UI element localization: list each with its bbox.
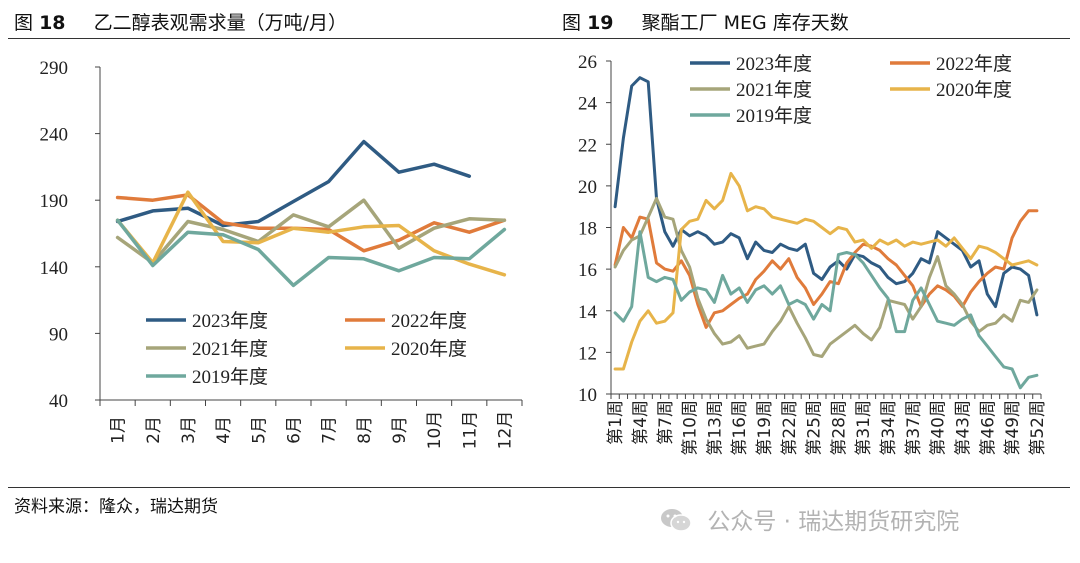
left-title-text: 乙二醇表观需求量（万吨/月）: [93, 12, 347, 34]
right-title-text: 聚酯工厂 MEG 库存天数: [641, 12, 849, 34]
right-x-tick-label: 第49周: [1003, 400, 1023, 456]
right-fig-label: 图: [562, 12, 582, 34]
left-series-2023: [115, 139, 472, 228]
right-x-tick-label: 第31周: [854, 400, 874, 456]
right-chart-title: 图 19 聚酯工厂 MEG 库存天数: [562, 8, 849, 35]
left-x-tick-label: 4月: [214, 416, 234, 444]
left-legend-label-2019: 2019年度: [192, 366, 268, 388]
right-y-tick-label: 26: [578, 52, 597, 73]
right-x-tick-label: 第40周: [929, 400, 949, 456]
left-legend-label-2021: 2021年度: [192, 338, 268, 360]
source-note: 资料来源：隆众，瑞达期货: [14, 497, 218, 517]
left-x-tick-label: 7月: [320, 416, 340, 444]
left-x-tick-label: 5月: [249, 416, 269, 444]
right-legend-label-2022: 2022年度: [936, 53, 1012, 75]
right-x-tick-label: 第1周: [606, 400, 626, 445]
left-line-chart: 40 90 140 190 240 290 1月 2月 3月 4月 5月 6月 7月 8月 9月 10月 11月…: [40, 58, 523, 449]
left-x-tick-label: 11月: [460, 411, 480, 450]
right-x-tick-label: 第7周: [656, 400, 676, 445]
right-legend-label-2021: 2021年度: [736, 79, 812, 101]
left-legend-label-2020: 2020年度: [391, 338, 467, 360]
right-y-tick-label: 20: [578, 177, 597, 198]
left-x-tick-label: 8月: [355, 416, 375, 444]
right-y-tick-label: 10: [578, 385, 597, 406]
left-y-tick-label: 290: [40, 58, 69, 79]
right-y-tick-label: 22: [578, 135, 597, 156]
left-x-tick-label: 3月: [179, 416, 199, 444]
left-x-tick-label: 2月: [144, 416, 164, 444]
right-y-tick-label: 12: [578, 343, 597, 364]
left-x-tick-label: 10月: [425, 411, 445, 450]
watermark-text: 公众号 · 瑞达期货研究院: [707, 509, 960, 535]
left-chart-title: 图 18 乙二醇表观需求量（万吨/月）: [14, 8, 347, 35]
right-series-2022: [613, 209, 1039, 329]
left-y-tick-label: 40: [49, 391, 68, 412]
right-x-tick-label: 第16周: [730, 400, 750, 456]
right-legend-label-2020: 2020年度: [936, 79, 1012, 101]
right-x-tick-label: 第52周: [1028, 400, 1048, 456]
right-legend-label-2023: 2023年度: [736, 53, 812, 75]
right-x-tick-label: 第46周: [978, 400, 998, 456]
left-y-tick-label: 140: [40, 258, 69, 279]
right-x-tick-label: 第19周: [755, 400, 775, 456]
footer-rule: [8, 487, 1070, 488]
right-series-2023: [613, 76, 1039, 317]
left-x-tick-label: 12月: [495, 411, 515, 450]
left-legend-label-2022: 2022年度: [391, 310, 467, 332]
watermark: 公众号 · 瑞达期货研究院: [660, 502, 959, 539]
left-y-tick-label: 90: [49, 324, 68, 345]
right-y-tick-label: 24: [578, 94, 598, 115]
left-x-tick-label: 9月: [390, 416, 410, 444]
left-x-tick-label: 6月: [284, 416, 304, 444]
right-y-tick-label: 14: [578, 302, 598, 323]
right-x-tick-label: 第43周: [953, 400, 973, 456]
right-x-tick-label: 第4周: [631, 400, 651, 445]
wechat-icon: [660, 507, 692, 539]
header-rule: [8, 38, 1070, 39]
right-y-tick-label: 18: [578, 219, 597, 240]
left-fig-number: 18: [39, 12, 66, 34]
left-series-2019: [115, 218, 507, 288]
left-fig-label: 图: [14, 12, 34, 34]
right-series-2020: [613, 171, 1039, 371]
right-x-tick-label: 第34周: [879, 400, 899, 456]
right-legend-label-2019: 2019年度: [736, 105, 812, 127]
right-x-tick-label: 第25周: [805, 400, 825, 456]
right-series-2021: [613, 196, 1039, 358]
left-series-2020: [115, 190, 507, 277]
right-series-2019: [613, 230, 1039, 390]
right-y-tick-label: 16: [578, 260, 597, 281]
left-series-2021: [115, 198, 507, 265]
right-line-chart: 101214161820222426第1周 第4周 第7周 第10周 第13周 第16周第…: [578, 52, 1048, 456]
right-x-tick-label: 第28周: [829, 400, 849, 456]
right-fig-number: 19: [587, 12, 614, 34]
right-x-tick-label: 第37周: [904, 400, 924, 456]
right-x-tick-label: 第10周: [681, 400, 701, 456]
left-x-tick-label: 1月: [109, 416, 129, 444]
right-x-tick-label: 第22周: [780, 400, 800, 456]
right-x-tick-label: 第13周: [705, 400, 725, 456]
left-legend-label-2023: 2023年度: [192, 310, 268, 332]
left-y-tick-label: 240: [40, 125, 69, 146]
left-y-tick-label: 190: [40, 191, 69, 212]
